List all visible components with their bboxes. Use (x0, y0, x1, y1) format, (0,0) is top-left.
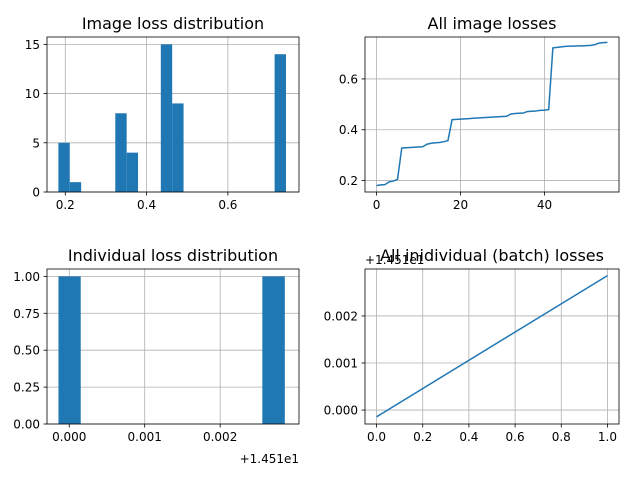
subplot-line-image: 0 20 40 0.2 0.4 0.6 All image losses (339, 14, 620, 212)
subplot-hist-individual: 0.000 0.001 0.002 0.00 0.25 0.50 0.75 1.00 Indiv… (13, 246, 300, 466)
x-tick-label: 0.2 (56, 198, 75, 212)
y-tick-label: 10 (25, 87, 40, 101)
y-tick-label: 1.00 (13, 270, 40, 284)
axes-frame (46, 36, 300, 193)
x-tick-label: 0 (373, 198, 381, 212)
y-tick-label: 0.2 (339, 174, 358, 188)
y-tick-label: 0.00 (13, 418, 40, 432)
grid (365, 37, 619, 192)
y-tick-label: 0.002 (324, 309, 358, 323)
histogram-bar (172, 103, 184, 192)
axes-frame (46, 268, 300, 425)
axis-offset-text: +1.451e1 (365, 253, 424, 267)
chart-title: Individual loss distribution (68, 246, 278, 265)
y-tick-label: 5 (32, 136, 40, 150)
histogram-bar (115, 113, 127, 192)
series-line (376, 274, 608, 418)
y-tick-label: 0 (32, 186, 40, 200)
x-tick-label: 0.2 (413, 430, 432, 444)
chart-title: All inidividual (batch) losses (380, 246, 604, 265)
x-tick-label: 0.002 (203, 430, 237, 444)
subplot-line-individual: 0.0 0.2 0.4 0.6 0.8 1.0 0.000 0.001 0.002 All ini… (324, 246, 620, 444)
histogram-bar (274, 54, 286, 192)
axis-offset-text: +1.451e1 (240, 452, 299, 466)
histogram-bar (126, 152, 139, 192)
x-tick-label: 0.8 (552, 430, 571, 444)
histogram-bar (58, 276, 81, 424)
chart-title: Image loss distribution (82, 14, 264, 33)
y-tick-label: 0.50 (13, 344, 40, 358)
x-tick-label: 0.001 (128, 430, 162, 444)
histogram-bar (262, 276, 285, 424)
x-tick-label: 0.0 (367, 430, 386, 444)
chart-title: All image losses (428, 14, 557, 33)
x-tick-label: 0.4 (459, 430, 478, 444)
histogram-bar (160, 44, 173, 192)
x-tick-label: 1.0 (598, 430, 617, 444)
x-tick-label: 0.000 (52, 430, 86, 444)
axes-frame (364, 268, 620, 425)
y-tick-label: 15 (25, 38, 40, 52)
subplot-hist-image: 0.2 0.4 0.6 0 5 10 15 Image loss distribution (25, 14, 300, 212)
x-tick-label: 0.6 (506, 430, 525, 444)
x-tick-label: 0.4 (137, 198, 156, 212)
y-tick-label: 0.4 (339, 123, 358, 137)
axes-frame (364, 36, 620, 193)
series-line (376, 41, 608, 187)
y-tick-label: 0.001 (324, 356, 358, 370)
histogram-bar (58, 142, 70, 192)
y-tick-label: 0.25 (13, 381, 40, 395)
y-tick-label: 0.000 (324, 404, 358, 418)
grid (365, 269, 619, 424)
x-tick-label: 40 (537, 198, 552, 212)
y-tick-label: 0.6 (339, 72, 358, 86)
x-tick-label: 20 (453, 198, 468, 212)
histogram-bar (69, 182, 82, 192)
x-tick-label: 0.6 (218, 198, 237, 212)
y-tick-label: 0.75 (13, 307, 40, 321)
